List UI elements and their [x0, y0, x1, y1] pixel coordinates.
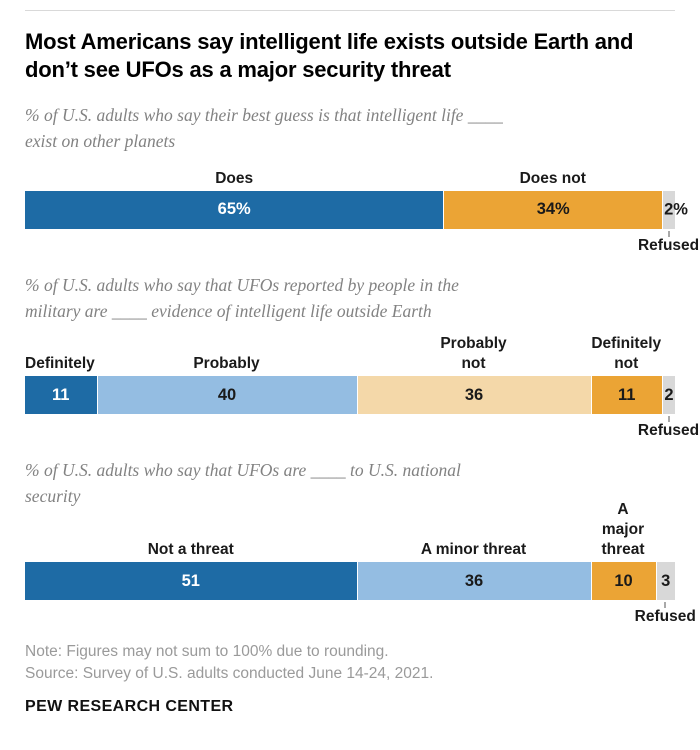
- bar-segment-not-a-threat: 51: [25, 562, 357, 601]
- refused-label: Refused: [637, 422, 700, 440]
- segment-value-label: 34%: [536, 200, 570, 219]
- category-label-not-a-threat: Not a threat: [147, 541, 234, 559]
- chart-subtitle: % of U.S. adults who say that UFOs are _…: [25, 460, 461, 507]
- category-labels: Not a threat A minor threat A major threat: [25, 501, 675, 562]
- bar-segment-a-minor-threat: 36: [356, 562, 591, 601]
- category-label-probably: Probably: [193, 355, 260, 373]
- bar-segment-refused: 2%: [662, 190, 688, 229]
- category-label-does: Does: [215, 169, 254, 187]
- note-text: Note: Figures may not sum to 100% due to…: [25, 643, 389, 661]
- segment-value-label: 10: [614, 571, 633, 590]
- refused-tick: [667, 230, 670, 237]
- bar-segment-refused: 3: [655, 562, 675, 601]
- bar-segment-refused: 2: [662, 376, 675, 415]
- category-labels: Does Does not: [25, 167, 675, 191]
- stacked-bar: 11 40 36 11 2: [25, 376, 675, 415]
- pew-chart-card: Most Americans say intelligent life exis…: [0, 10, 700, 716]
- chart-section-ufo-evidence: % of U.S. adults who say that UFOs repor…: [25, 273, 699, 443]
- bar-segment-does: 65%: [25, 190, 444, 229]
- chart-section-intelligent-life: % of U.S. adults who say their best gues…: [25, 103, 699, 257]
- bar-segment-does-not: 34%: [443, 190, 663, 229]
- segment-value-label: 36: [464, 385, 484, 404]
- segment-value-label: 11: [618, 385, 636, 404]
- segment-value-label: 51: [181, 571, 200, 590]
- segment-value-label: 65%: [217, 200, 251, 219]
- segment-value-label: 3: [661, 571, 671, 590]
- chart-section-national-security: % of U.S. adults who say that UFOs are _…: [25, 458, 696, 628]
- bar-segment-definitely-not: 11: [590, 376, 662, 415]
- refused-row: Refused: [25, 229, 699, 257]
- source-text: Source: Survey of U.S. adults conducted …: [25, 665, 434, 683]
- refused-row: Refused: [25, 414, 699, 442]
- segment-value-label: 11: [52, 385, 70, 404]
- chart-subtitle: % of U.S. adults who say their best gues…: [25, 104, 503, 151]
- segment-value-label: 2: [664, 385, 674, 404]
- brand-wordmark: PEW RESEARCH CENTER: [25, 698, 234, 716]
- bar-segment-probably: 40: [96, 376, 357, 415]
- category-labels: Definitely Probably Probably not Definitely…: [25, 330, 675, 376]
- segment-value-label: 40: [217, 385, 237, 404]
- bar-segment-definitely: 11: [25, 376, 97, 415]
- refused-row: Refused: [25, 600, 696, 628]
- refused-label: Refused: [637, 236, 700, 254]
- category-label-a-major-threat: A major threat: [601, 500, 645, 559]
- chart-subtitle: % of U.S. adults who say that UFOs repor…: [25, 274, 459, 321]
- category-label-definitely: Definitely: [25, 355, 95, 373]
- category-label-probably-not: Probably not: [440, 335, 507, 373]
- stacked-bar: 65% 34% 2%: [25, 190, 688, 229]
- category-label-does-not: Does not: [519, 169, 586, 187]
- refused-label: Refused: [634, 608, 696, 626]
- bar-segment-probably-not: 36: [356, 376, 591, 415]
- bar-segment-a-major-threat: 10: [590, 562, 656, 601]
- segment-value-label: 2%: [664, 200, 688, 219]
- stacked-bar: 51 36 10 3: [25, 562, 675, 601]
- page-title: Most Americans say intelligent life exis…: [25, 29, 634, 82]
- category-label-definitely-not: Definitely not: [591, 335, 662, 373]
- category-label-a-minor-threat: A minor threat: [420, 541, 527, 559]
- refused-tick: [667, 416, 670, 423]
- segment-value-label: 36: [464, 571, 484, 590]
- refused-tick: [664, 602, 667, 609]
- top-divider: [25, 10, 675, 11]
